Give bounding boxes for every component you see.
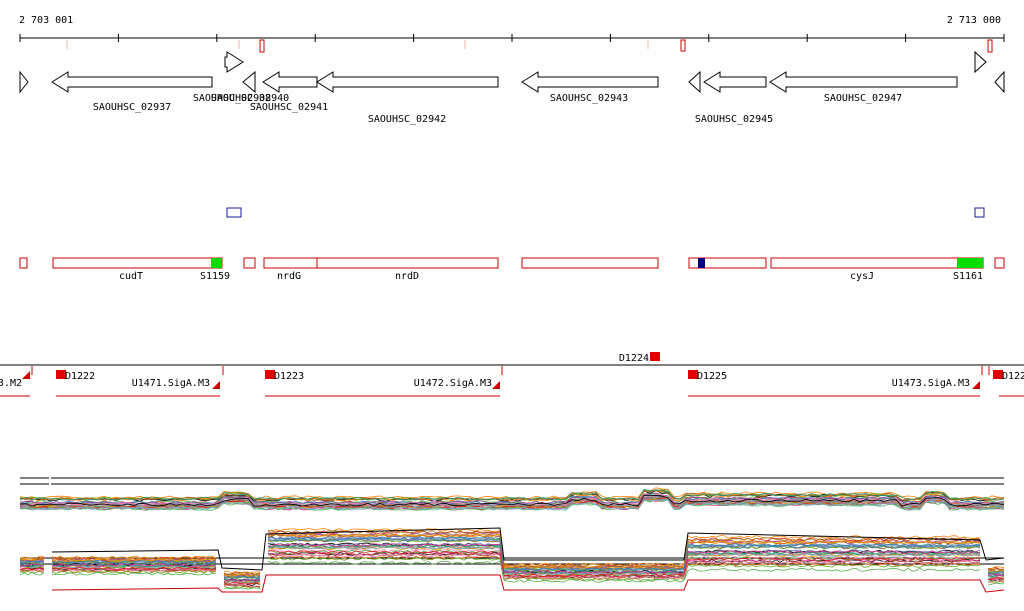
promoter-marker [688, 370, 698, 379]
promoter-label: D1225 [697, 371, 727, 382]
expression-series [19, 494, 1005, 507]
expression-series [19, 488, 1005, 501]
gene-arrow [703, 71, 767, 93]
terminator-flag [22, 371, 30, 379]
ruler-marker [987, 39, 993, 53]
promoter-label: D1224 [619, 353, 649, 364]
terminator-flag [972, 381, 980, 389]
site-marker [974, 207, 985, 218]
expression-series [19, 538, 1005, 579]
annotation-label: nrdG [277, 271, 301, 282]
expression-series [19, 542, 1005, 582]
gene-arrow [51, 71, 213, 93]
expression-series [19, 498, 1005, 511]
gene-label: SAOUHSC_02947 [824, 93, 902, 104]
expression-series [19, 553, 1005, 587]
expression-series [19, 529, 1005, 575]
terminator-flag [492, 381, 500, 389]
transcription-unit-label: U1472.SigA.M3 [414, 378, 492, 389]
annotation-label: nrdD [395, 271, 419, 282]
transcription-unit-label: U1471.SigA.M3 [132, 378, 210, 389]
promoter-marker [265, 370, 275, 379]
annotation-box [521, 257, 659, 269]
gene-label: SAOUHSC_02937 [93, 102, 171, 113]
ruler-end-label: 2 713 000 [947, 15, 1001, 26]
gene-label: SAOUHSC_02942 [368, 114, 446, 125]
gene-arrow [974, 50, 987, 74]
expression-series [19, 490, 1005, 502]
annotation-label: S1161 [953, 271, 983, 282]
annotation-box [19, 257, 28, 269]
annotation-track: cudT S1159 nrdG nrdD cysJ S1161 [19, 207, 1005, 282]
promoter-marker [993, 370, 1003, 379]
expression-series [19, 533, 1005, 577]
promoter-label: D1223 [274, 371, 304, 382]
expression-series [19, 499, 1005, 511]
expression-series [19, 550, 1005, 586]
promoter-marker [56, 370, 66, 379]
expression-series [19, 560, 1005, 590]
gene-label: SAOUHSC_02940 [211, 93, 289, 104]
gene-arrow [224, 51, 244, 73]
coordinate-ruler: 2 703 001 2 713 000 [19, 15, 1005, 53]
transcription-unit-track: 3.M2 U1471.SigA.M3 U1472.SigA.M3 U1473.SigA… [0, 352, 1024, 397]
ruler-start-label: 2 703 001 [19, 15, 73, 26]
annotation-label: cudT [119, 271, 143, 282]
annotation-box [52, 257, 223, 269]
gene-arrow [19, 70, 29, 94]
site-marker [226, 207, 242, 218]
ruler-marker [680, 39, 686, 52]
annotation-box [994, 257, 1005, 269]
annotation-box [770, 257, 984, 269]
expression-series [19, 553, 1005, 587]
signal-block [211, 258, 222, 268]
gene-track: SAOUHSC_02937SAOUHSC_02938SAOUHSC_02940S… [19, 50, 1005, 125]
gene-arrow [521, 71, 659, 93]
promoter-label: D1222 [65, 371, 95, 382]
gene-label: SAOUHSC_02938 [193, 93, 271, 104]
gene-arrow [769, 71, 958, 93]
gene-label: SAOUHSC_02945 [695, 114, 773, 125]
gene-arrow [994, 70, 1005, 94]
expression-series [19, 551, 1005, 587]
marker-block [698, 258, 705, 268]
transcription-unit-label: U1473.SigA.M3 [892, 378, 970, 389]
gene-arrow [688, 70, 701, 94]
gene-arrow [242, 70, 256, 94]
expression-series [51, 527, 1005, 571]
ruler-marker [259, 39, 265, 53]
promoter-marker [650, 352, 660, 361]
ruler-ticks [19, 34, 1005, 53]
terminator-flag [212, 381, 220, 389]
annotation-box [688, 257, 767, 269]
gene-label: SAOUHSC_02941 [250, 102, 328, 113]
transcription-unit-label: 3.M2 [0, 378, 22, 389]
signal-block [957, 258, 983, 268]
gene-label: SAOUHSC_02943 [550, 93, 628, 104]
gene-arrow [316, 71, 499, 93]
annotation-label: cysJ [850, 271, 874, 282]
annotation-box [263, 257, 499, 269]
expression-series [51, 574, 1005, 593]
expression-series [19, 498, 1005, 510]
annotation-label: S1159 [200, 271, 230, 282]
annotation-box [243, 257, 256, 269]
promoter-label: D122 [1002, 371, 1024, 382]
expression-profile-track [19, 475, 1005, 593]
expression-series [19, 533, 1005, 577]
gene-arrow [262, 71, 318, 93]
